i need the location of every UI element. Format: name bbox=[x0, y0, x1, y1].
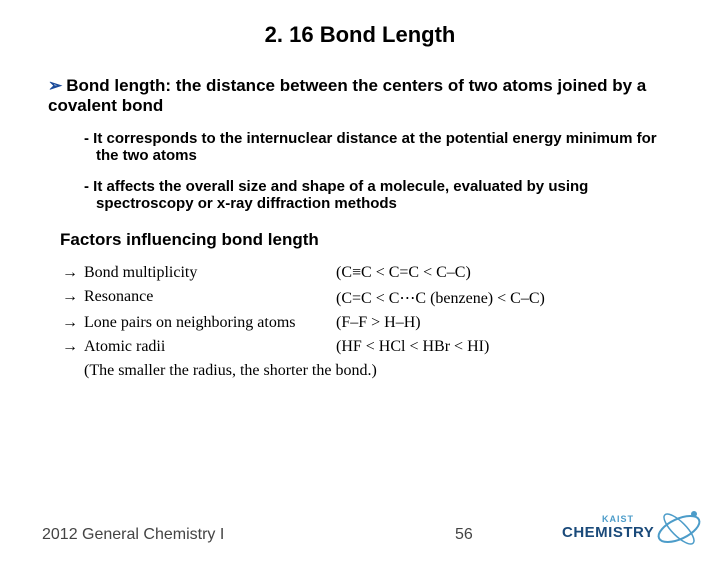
kaist-chemistry-logo: KAIST CHEMISTRY bbox=[562, 508, 702, 556]
logo-swoosh-icon bbox=[654, 506, 704, 552]
arrow-icon: → bbox=[62, 314, 78, 331]
table-row: → Resonance (C=C < C⋯C (benzene) < C–C) bbox=[62, 286, 545, 310]
arrow-icon: → bbox=[62, 288, 78, 305]
detail-item: - It corresponds to the internuclear dis… bbox=[72, 130, 660, 164]
factor-label: Lone pairs on neighboring atoms bbox=[84, 312, 334, 334]
logo-kaist-text: KAIST bbox=[602, 514, 634, 524]
factor-example: (C=C < C⋯C (benzene) < C–C) bbox=[336, 286, 545, 310]
table-row: → Atomic radii (HF < HCl < HBr < HI) bbox=[62, 336, 545, 358]
factor-example: (F–F > H–H) bbox=[336, 312, 545, 334]
detail-item: - It affects the overall size and shape … bbox=[72, 178, 660, 212]
table-row: → Bond multiplicity (C≡C < C=C < C–C) bbox=[62, 262, 545, 284]
table-row: → Lone pairs on neighboring atoms (F–F >… bbox=[62, 312, 545, 334]
factors-footnote: (The smaller the radius, the shorter the… bbox=[84, 360, 545, 382]
factors-table: → Bond multiplicity (C≡C < C=C < C–C) → … bbox=[60, 260, 547, 384]
factor-label: Resonance bbox=[84, 286, 334, 310]
factor-label: Atomic radii bbox=[84, 336, 334, 358]
page-number: 56 bbox=[455, 526, 473, 544]
bullet-arrow-icon: ➢ bbox=[48, 76, 62, 96]
factor-example: (C≡C < C=C < C–C) bbox=[336, 262, 545, 284]
detail-block: - It corresponds to the internuclear dis… bbox=[72, 130, 660, 212]
definition-text: Bond length: the distance between the ce… bbox=[48, 76, 646, 115]
title-text: 2. 16 Bond Length bbox=[265, 22, 456, 47]
factors-heading: Factors influencing bond length bbox=[60, 230, 720, 250]
definition-block: ➢Bond length: the distance between the c… bbox=[48, 76, 672, 116]
logo-chem-text: CHEMISTRY bbox=[562, 524, 654, 541]
factor-label: Bond multiplicity bbox=[84, 262, 334, 284]
table-row: (The smaller the radius, the shorter the… bbox=[62, 360, 545, 382]
footer-text: 2012 General Chemistry I bbox=[42, 526, 224, 544]
factor-example: (HF < HCl < HBr < HI) bbox=[336, 336, 545, 358]
arrow-icon: → bbox=[62, 338, 78, 355]
slide-title: 2. 16 Bond Length bbox=[0, 22, 720, 48]
arrow-icon: → bbox=[62, 264, 78, 281]
